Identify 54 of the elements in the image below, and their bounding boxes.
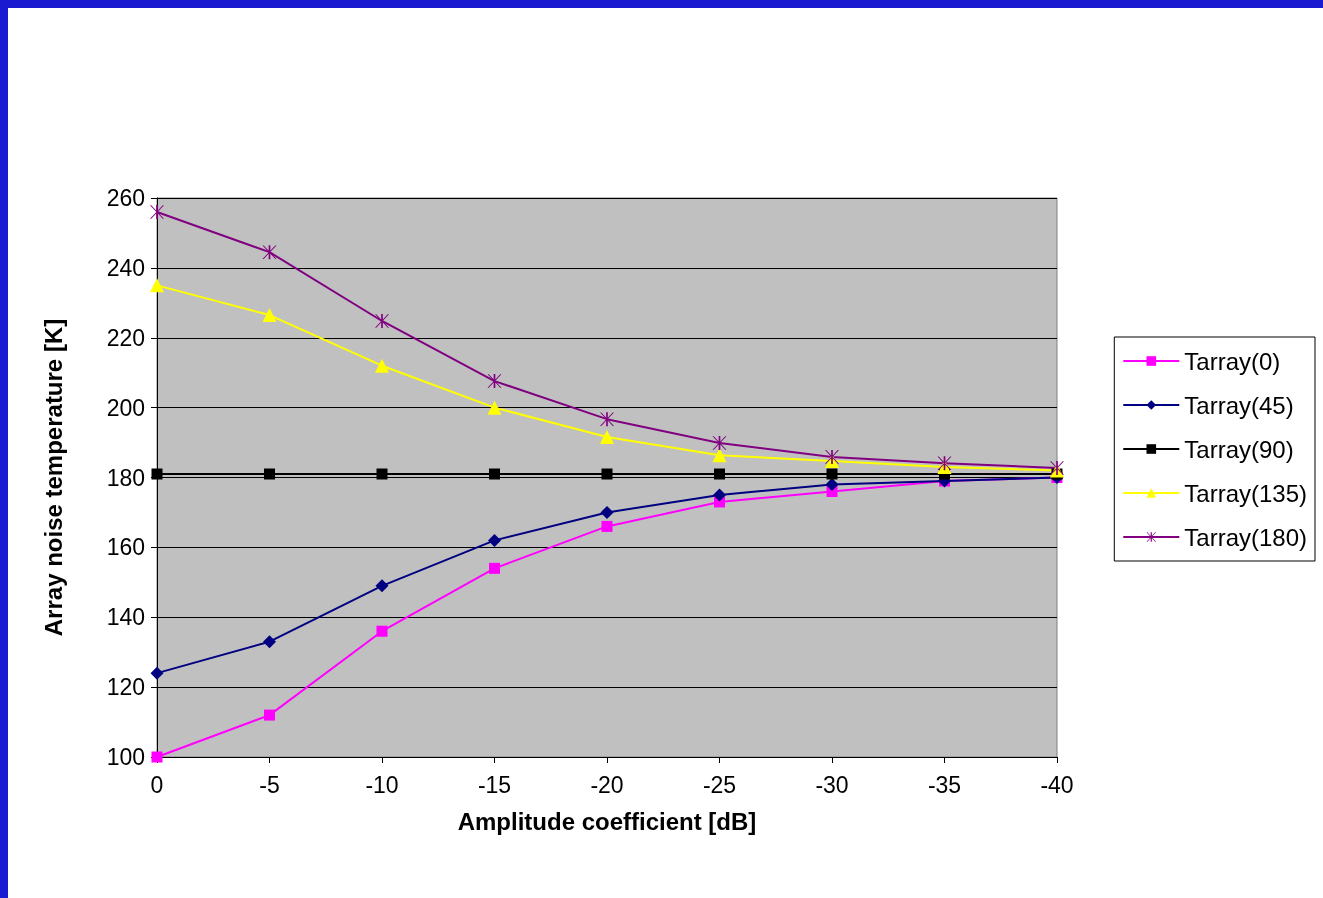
point bbox=[376, 468, 388, 480]
point bbox=[151, 751, 163, 763]
legend-label: Tarray(45) bbox=[1184, 391, 1294, 419]
x-tick-label: 0 bbox=[150, 771, 164, 798]
point bbox=[600, 412, 614, 427]
x-tick-label: -10 bbox=[365, 771, 399, 798]
y-tick-label: 140 bbox=[106, 604, 145, 631]
point bbox=[488, 533, 501, 547]
point bbox=[375, 313, 389, 328]
y-tick-label: 220 bbox=[106, 324, 145, 351]
x-tick-label: -5 bbox=[259, 771, 280, 798]
point bbox=[263, 635, 276, 649]
point bbox=[601, 520, 613, 532]
point bbox=[713, 488, 726, 502]
point bbox=[262, 308, 277, 323]
point bbox=[601, 468, 613, 480]
point bbox=[825, 449, 839, 464]
y-tick-label: 260 bbox=[106, 185, 145, 211]
y-tick-label: 120 bbox=[106, 674, 145, 701]
x-tick-label: -25 bbox=[702, 771, 737, 798]
point bbox=[150, 278, 164, 293]
point bbox=[487, 400, 502, 415]
point bbox=[489, 562, 500, 574]
point bbox=[712, 448, 727, 463]
point bbox=[264, 468, 275, 480]
x-axis-title: Amplitude coefficient [dB] bbox=[457, 807, 757, 835]
point bbox=[825, 477, 839, 491]
x-tick-label: -15 bbox=[477, 771, 512, 798]
legend-label: Tarray(90) bbox=[1184, 435, 1294, 463]
point bbox=[600, 429, 614, 444]
x-tick-label: -20 bbox=[590, 771, 624, 798]
x-tick-label: -35 bbox=[927, 771, 962, 798]
x-tick-label: -40 bbox=[1040, 771, 1074, 798]
y-tick-label: 240 bbox=[106, 254, 145, 281]
legend-label: Tarray(135) bbox=[1184, 479, 1308, 507]
legend-label: Tarray(0) bbox=[1184, 347, 1281, 375]
x-tick-label: -30 bbox=[815, 771, 849, 798]
legend-label: Tarray(180) bbox=[1184, 523, 1308, 551]
y-tick-label: 100 bbox=[106, 744, 145, 770]
point bbox=[489, 468, 500, 480]
y-tick-label: 160 bbox=[106, 534, 145, 561]
point bbox=[151, 468, 163, 480]
point bbox=[150, 204, 164, 219]
point bbox=[375, 358, 389, 373]
point bbox=[264, 709, 275, 721]
point bbox=[714, 468, 725, 480]
point bbox=[826, 468, 838, 480]
y-tick-label: 200 bbox=[106, 394, 145, 421]
point bbox=[150, 666, 164, 680]
point bbox=[600, 505, 614, 519]
y-tick-label: 180 bbox=[106, 464, 145, 491]
y-axis-title: Array noise temperature [K] bbox=[39, 318, 67, 637]
point bbox=[376, 625, 388, 637]
point bbox=[375, 579, 389, 593]
